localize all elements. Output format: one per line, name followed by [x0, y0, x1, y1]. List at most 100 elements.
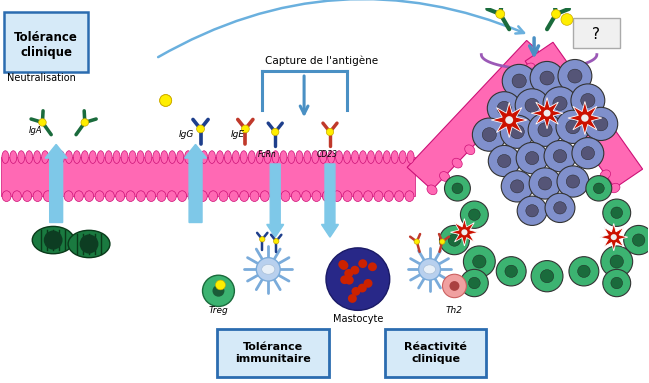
Ellipse shape	[375, 151, 382, 164]
Circle shape	[526, 205, 539, 217]
Circle shape	[525, 98, 539, 112]
Ellipse shape	[105, 191, 114, 201]
Circle shape	[506, 116, 513, 124]
Ellipse shape	[262, 264, 275, 274]
Ellipse shape	[395, 191, 404, 201]
Ellipse shape	[229, 191, 238, 201]
FancyBboxPatch shape	[5, 11, 88, 72]
Ellipse shape	[452, 158, 462, 168]
Circle shape	[39, 119, 46, 126]
Ellipse shape	[343, 151, 350, 164]
Circle shape	[601, 246, 633, 277]
Ellipse shape	[405, 191, 414, 201]
Ellipse shape	[66, 151, 73, 164]
Text: Capture de l'antigène: Capture de l'antigène	[265, 56, 378, 66]
Text: Treg: Treg	[208, 306, 228, 315]
Text: ?: ?	[592, 26, 600, 42]
Ellipse shape	[582, 143, 592, 153]
Circle shape	[611, 277, 622, 289]
Circle shape	[593, 183, 604, 194]
Circle shape	[463, 246, 495, 277]
Circle shape	[340, 275, 349, 284]
Ellipse shape	[137, 151, 144, 164]
Ellipse shape	[502, 105, 513, 115]
FancyBboxPatch shape	[385, 329, 486, 377]
Circle shape	[611, 234, 617, 240]
Ellipse shape	[240, 151, 247, 164]
Ellipse shape	[490, 118, 500, 128]
Circle shape	[511, 180, 524, 193]
Ellipse shape	[280, 151, 287, 164]
Circle shape	[496, 257, 526, 286]
Ellipse shape	[43, 231, 62, 250]
Circle shape	[497, 101, 511, 115]
Circle shape	[450, 281, 459, 291]
Circle shape	[160, 95, 171, 106]
Text: Mastocyte: Mastocyte	[333, 314, 383, 324]
Circle shape	[472, 255, 486, 268]
Ellipse shape	[281, 191, 290, 201]
Circle shape	[581, 147, 594, 160]
Ellipse shape	[367, 151, 374, 164]
Circle shape	[414, 239, 419, 244]
Circle shape	[443, 274, 467, 298]
Circle shape	[624, 226, 649, 255]
FancyArrow shape	[45, 144, 67, 223]
Ellipse shape	[323, 191, 331, 201]
Ellipse shape	[64, 191, 73, 201]
Ellipse shape	[121, 151, 128, 164]
Ellipse shape	[153, 151, 160, 164]
Circle shape	[461, 229, 467, 235]
Circle shape	[469, 277, 480, 289]
FancyArrow shape	[321, 164, 338, 237]
Circle shape	[500, 115, 534, 148]
Text: Tolérance
immunitaire: Tolérance immunitaire	[236, 342, 311, 363]
Ellipse shape	[12, 191, 21, 201]
Ellipse shape	[524, 63, 535, 72]
Circle shape	[544, 141, 576, 172]
Text: CD23: CD23	[317, 150, 338, 159]
Ellipse shape	[544, 90, 554, 99]
Ellipse shape	[391, 151, 398, 164]
Ellipse shape	[68, 230, 110, 258]
Circle shape	[368, 262, 377, 271]
Ellipse shape	[264, 151, 271, 164]
Ellipse shape	[271, 191, 280, 201]
Ellipse shape	[58, 151, 64, 164]
Polygon shape	[450, 219, 478, 246]
Ellipse shape	[384, 191, 393, 201]
Circle shape	[603, 199, 631, 226]
Circle shape	[326, 248, 389, 310]
Ellipse shape	[219, 191, 228, 201]
Ellipse shape	[169, 151, 176, 164]
Ellipse shape	[129, 151, 136, 164]
Circle shape	[538, 123, 552, 137]
Circle shape	[554, 150, 567, 163]
Ellipse shape	[23, 191, 32, 201]
Ellipse shape	[2, 151, 9, 164]
Ellipse shape	[161, 151, 168, 164]
Circle shape	[571, 84, 605, 117]
Ellipse shape	[352, 151, 358, 164]
Circle shape	[545, 193, 575, 223]
Ellipse shape	[553, 103, 563, 113]
Ellipse shape	[73, 151, 80, 164]
Circle shape	[586, 176, 612, 201]
Circle shape	[594, 117, 608, 131]
Ellipse shape	[353, 191, 362, 201]
Ellipse shape	[384, 151, 390, 164]
FancyBboxPatch shape	[217, 329, 329, 377]
Ellipse shape	[312, 191, 321, 201]
Ellipse shape	[572, 130, 582, 139]
Ellipse shape	[42, 151, 49, 164]
Circle shape	[530, 61, 564, 95]
Ellipse shape	[216, 151, 223, 164]
Circle shape	[498, 154, 511, 168]
Polygon shape	[525, 42, 643, 188]
Ellipse shape	[528, 78, 537, 88]
Ellipse shape	[534, 77, 545, 86]
Circle shape	[339, 261, 349, 270]
Ellipse shape	[225, 151, 231, 164]
Ellipse shape	[193, 151, 199, 164]
Circle shape	[256, 258, 280, 281]
